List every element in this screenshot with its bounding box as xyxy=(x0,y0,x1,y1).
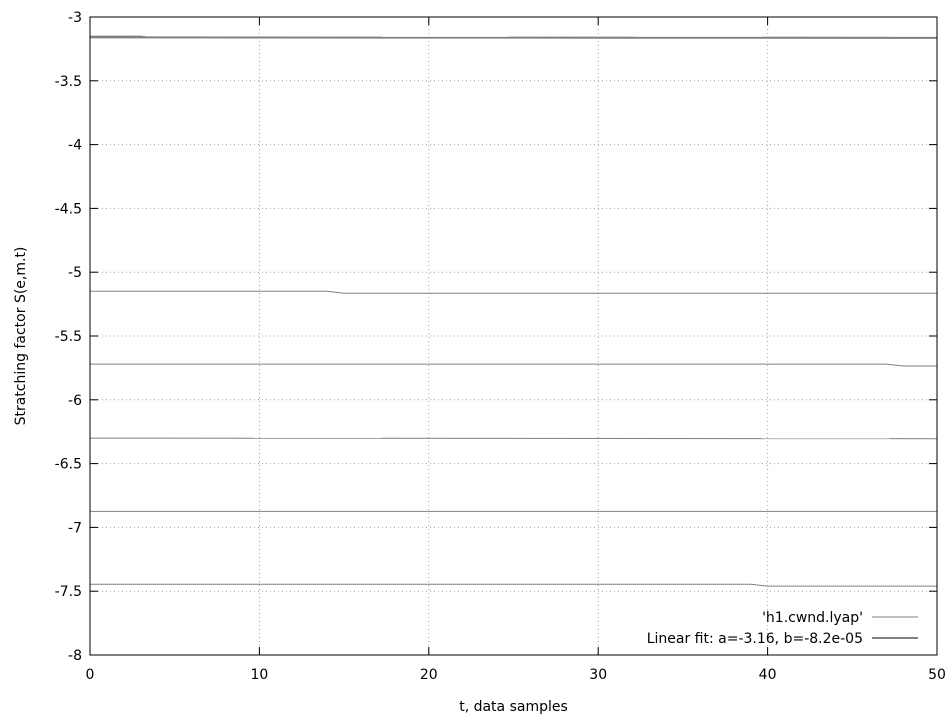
y-tick-label: -7 xyxy=(68,520,82,536)
y-tick-label: -7.5 xyxy=(55,584,82,600)
y-tick-label: -4 xyxy=(68,138,82,154)
x-tick-label: 0 xyxy=(86,667,95,683)
data-line xyxy=(90,290,937,294)
x-tick-label: 40 xyxy=(759,667,777,683)
y-tick-label: -6 xyxy=(68,393,82,409)
y-tick-label: -6.5 xyxy=(55,457,82,473)
x-axis-title: t, data samples xyxy=(459,699,568,715)
x-tick-label: 10 xyxy=(250,667,268,683)
series-layer xyxy=(89,35,938,587)
tick-labels: 0 10 20 30 40 50 -3 -3.5 -4 -4.5 -5 -5.5 -6 -6.5 -7 -7.… xyxy=(55,10,946,683)
y-tick-label: -5.5 xyxy=(55,329,82,345)
legend-label-raw: 'h1.cwnd.lyap' xyxy=(762,610,863,626)
y-tick-label: -5 xyxy=(68,265,82,281)
y-tick-label: -3.5 xyxy=(55,74,82,90)
y-axis-title: Stratching factor S(e,m.t) xyxy=(13,247,29,426)
fit-line xyxy=(89,36,938,39)
y-tick-label: -3 xyxy=(68,10,82,26)
y-tick-label: -4.5 xyxy=(55,201,82,217)
data-line xyxy=(90,583,937,587)
ticks xyxy=(89,16,938,656)
x-tick-label: 50 xyxy=(928,667,946,683)
legend: 'h1.cwnd.lyap' Linear fit: a=-3.16, b=-8… xyxy=(647,610,918,647)
x-tick-label: 20 xyxy=(420,667,438,683)
data-line xyxy=(90,363,937,367)
legend-label-fit: Linear fit: a=-3.16, b=-8.2e-05 xyxy=(647,631,863,647)
y-tick-label: -8 xyxy=(68,648,82,664)
x-tick-label: 30 xyxy=(589,667,607,683)
data-line xyxy=(89,437,938,440)
